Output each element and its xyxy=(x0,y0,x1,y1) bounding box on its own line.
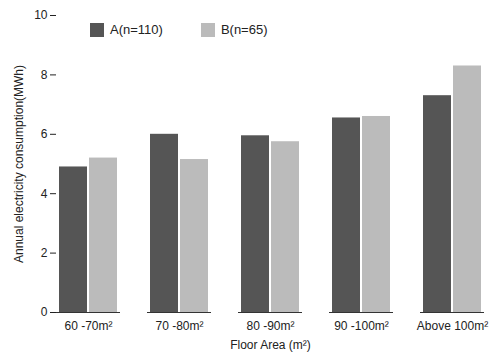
svg-text:Above 100m²: Above 100m² xyxy=(417,319,488,333)
svg-text:80 -90m²: 80 -90m² xyxy=(246,319,294,333)
svg-text:0: 0 xyxy=(41,305,48,319)
svg-text:2: 2 xyxy=(41,246,48,260)
html-text:A(n=110): A(n=110) xyxy=(110,22,163,37)
svg-text:60 -70m²: 60 -70m² xyxy=(64,319,112,333)
svg-text:Floor Area (m²): Floor Area (m²) xyxy=(230,338,311,352)
svg-text:10: 10 xyxy=(34,8,48,22)
svg-text:70 -80m²: 70 -80m² xyxy=(155,319,203,333)
svg-text:6: 6 xyxy=(41,127,48,141)
svg-text:4: 4 xyxy=(41,187,48,201)
svg-text:90 -100m²: 90 -100m² xyxy=(334,319,389,333)
svg-text:Annual electricity consumption: Annual electricity consumption(MWh) xyxy=(12,65,26,263)
svg-text:8: 8 xyxy=(41,68,48,82)
html-text:B(n=65): B(n=65) xyxy=(220,22,268,37)
